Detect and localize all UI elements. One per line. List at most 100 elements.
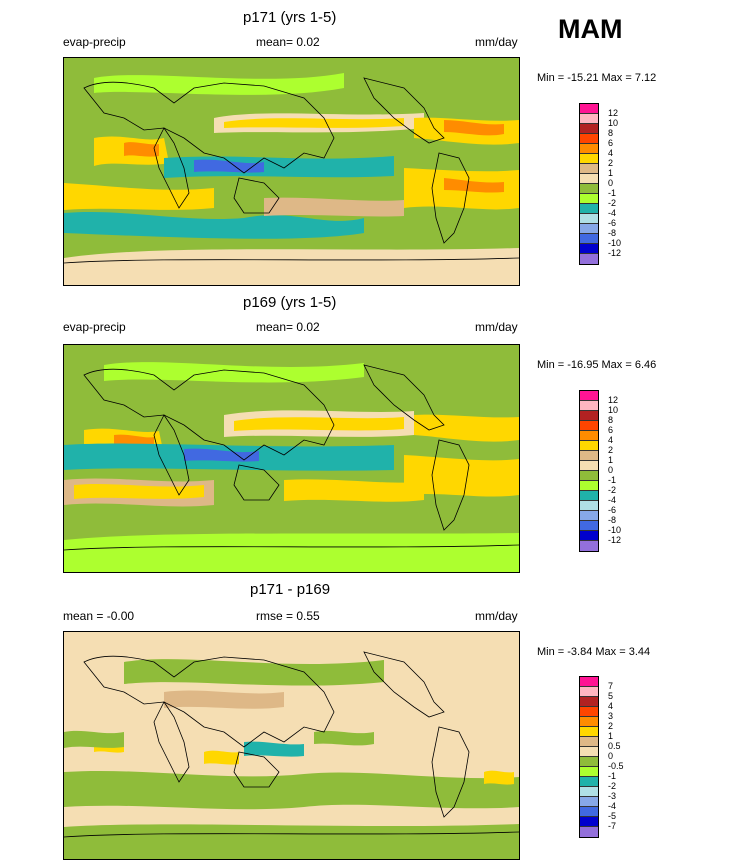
color-legend <box>579 390 599 552</box>
legend-swatch <box>580 134 598 144</box>
legend-label: 10 <box>608 405 619 415</box>
legend-label: 4 <box>608 701 614 711</box>
mean-label: mean = -0.00 <box>63 609 135 623</box>
rmse-label: rmse = 0.55 <box>256 609 320 623</box>
legend-label: -8 <box>608 228 617 238</box>
legend-label: -2 <box>608 781 617 791</box>
panel-title: p169 (yrs 1-5) <box>243 294 337 311</box>
legend-label: 4 <box>608 148 614 158</box>
legend-label: -12 <box>608 535 622 545</box>
color-legend <box>579 676 599 838</box>
legend-label: 3 <box>608 711 614 721</box>
legend-label: -1 <box>608 771 617 781</box>
legend-swatch <box>580 481 598 491</box>
legend-label: 1 <box>608 455 614 465</box>
legend-label: -1 <box>608 188 617 198</box>
legend-swatch <box>580 244 598 254</box>
legend-label: -4 <box>608 495 617 505</box>
legend-swatch <box>580 114 598 124</box>
legend-label: -3 <box>608 791 617 801</box>
legend-swatch <box>580 411 598 421</box>
legend-label: 8 <box>608 415 614 425</box>
legend-label: 0 <box>608 178 614 188</box>
legend-swatch <box>580 204 598 214</box>
legend-swatch <box>580 521 598 531</box>
legend-label: 4 <box>608 435 614 445</box>
legend-label: 0 <box>608 465 614 475</box>
legend-label: -8 <box>608 515 617 525</box>
world-map <box>64 632 519 859</box>
min-max-label: Min = -3.84 Max = 3.44 <box>537 646 651 658</box>
legend-swatch <box>580 194 598 204</box>
legend-swatch <box>580 451 598 461</box>
legend-label: 10 <box>608 118 619 128</box>
legend-swatch <box>580 441 598 451</box>
legend-swatch <box>580 124 598 134</box>
legend-swatch <box>580 401 598 411</box>
map-plot <box>63 344 520 573</box>
legend-label: 6 <box>608 425 614 435</box>
legend-label: -4 <box>608 801 617 811</box>
legend-swatch <box>580 234 598 244</box>
legend-swatch <box>580 697 598 707</box>
legend-label: 1 <box>608 168 614 178</box>
units-label: mm/day <box>475 320 518 334</box>
legend-swatch <box>580 707 598 717</box>
legend-swatch <box>580 104 598 114</box>
legend-label: -1 <box>608 475 617 485</box>
legend-swatch <box>580 727 598 737</box>
legend-swatch <box>580 531 598 541</box>
legend-swatch <box>580 677 598 687</box>
legend-swatch <box>580 184 598 194</box>
legend-label: 6 <box>608 138 614 148</box>
legend-swatch <box>580 254 598 264</box>
legend-swatch <box>580 154 598 164</box>
color-legend <box>579 103 599 265</box>
legend-label: 8 <box>608 128 614 138</box>
legend-label: 7 <box>608 681 614 691</box>
legend-swatch <box>580 501 598 511</box>
map-plot <box>63 631 520 860</box>
legend-label: -0.5 <box>608 761 624 771</box>
legend-swatch <box>580 391 598 401</box>
legend-swatch <box>580 757 598 767</box>
legend-swatch <box>580 787 598 797</box>
legend-label: 2 <box>608 721 614 731</box>
legend-label: 12 <box>608 108 619 118</box>
units-label: mm/day <box>475 609 518 623</box>
legend-swatch <box>580 541 598 551</box>
min-max-label: Min = -15.21 Max = 7.12 <box>537 72 657 84</box>
legend-label: -6 <box>608 218 617 228</box>
legend-label: 1 <box>608 731 614 741</box>
legend-swatch <box>580 174 598 184</box>
variable-label: evap-precip <box>63 320 126 334</box>
legend-swatch <box>580 717 598 727</box>
panel-title: p171 - p169 <box>250 581 331 598</box>
legend-swatch <box>580 827 598 837</box>
legend-label: -2 <box>608 198 617 208</box>
legend-label: -10 <box>608 525 622 535</box>
mean-label: mean= 0.02 <box>256 320 320 334</box>
legend-label: -10 <box>608 238 622 248</box>
world-map <box>64 58 519 285</box>
legend-swatch <box>580 737 598 747</box>
legend-label: -4 <box>608 208 617 218</box>
min-max-label: Min = -16.95 Max = 6.46 <box>537 359 657 371</box>
legend-label: 0.5 <box>608 741 621 751</box>
legend-label: 12 <box>608 395 619 405</box>
legend-label: -5 <box>608 811 617 821</box>
legend-swatch <box>580 687 598 697</box>
legend-swatch <box>580 511 598 521</box>
legend-label: -7 <box>608 821 617 831</box>
legend-swatch <box>580 797 598 807</box>
legend-swatch <box>580 431 598 441</box>
legend-swatch <box>580 807 598 817</box>
legend-label: -2 <box>608 485 617 495</box>
legend-swatch <box>580 491 598 501</box>
legend-label: -12 <box>608 248 622 258</box>
legend-swatch <box>580 471 598 481</box>
legend-swatch <box>580 164 598 174</box>
legend-swatch <box>580 214 598 224</box>
legend-label: 2 <box>608 445 614 455</box>
units-label: mm/day <box>475 35 518 49</box>
